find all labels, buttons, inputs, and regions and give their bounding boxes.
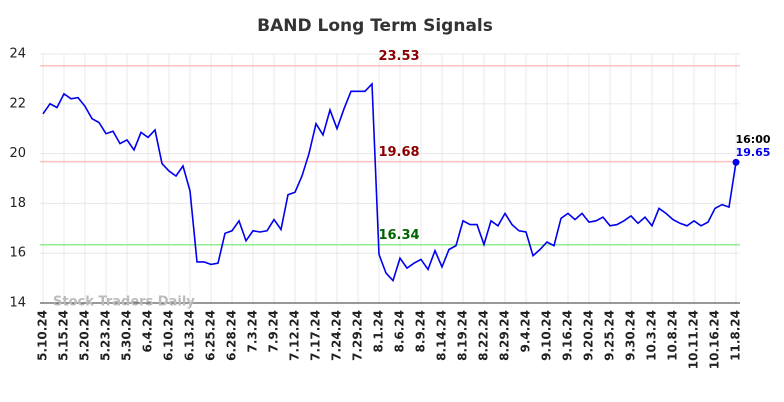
x-tick-label: 9.16.24: [561, 310, 575, 361]
x-tick-label: 7.3.24: [246, 310, 260, 353]
signal-label: 19.68: [378, 145, 419, 160]
x-tick-label: 5.15.24: [57, 310, 71, 361]
y-tick-label: 18: [9, 196, 26, 211]
y-tick-label: 14: [9, 296, 26, 311]
x-tick-label: 10.8.24: [666, 310, 680, 361]
x-tick-label: 10.11.24: [687, 310, 701, 369]
last-value: 19.65: [736, 146, 771, 159]
x-tick-label: 5.20.24: [78, 310, 92, 361]
x-tick-label: 7.17.24: [309, 310, 323, 361]
price-line: [42, 81, 737, 283]
x-tick-label: 9.4.24: [519, 310, 533, 353]
y-tick-label: 20: [9, 146, 26, 161]
x-tick-label: 7.9.24: [267, 310, 281, 353]
x-tick-label: 5.30.24: [120, 310, 134, 361]
x-tick-label: 6.13.24: [183, 310, 197, 361]
x-tick-label: 9.25.24: [603, 310, 617, 361]
x-tick-label: 7.12.24: [288, 310, 302, 361]
x-tick-label: 5.23.24: [99, 310, 113, 361]
x-tick-label: 7.24.24: [330, 310, 344, 361]
x-tick-label: 6.28.24: [225, 310, 239, 361]
signal-label: 16.34: [378, 228, 419, 243]
signal-label: 23.53: [378, 49, 419, 64]
x-tick-label: 6.4.24: [141, 310, 155, 353]
x-tick-label: 8.6.24: [393, 310, 407, 353]
y-tick-label: 24: [9, 47, 26, 62]
x-tick-label: 11.8.24: [729, 310, 743, 361]
last-point: [732, 158, 740, 166]
x-tick-label: 8.1.24: [372, 310, 386, 353]
x-tick-label: 6.10.24: [162, 310, 176, 361]
x-tick-label: 7.29.24: [351, 310, 365, 361]
last-time: 16:00: [735, 133, 770, 146]
x-tick-label: 6.25.24: [204, 310, 218, 361]
x-tick-label: 9.20.24: [582, 310, 596, 361]
x-tick-label: 8.14.24: [435, 310, 449, 361]
watermark: Stock Traders Daily: [53, 295, 195, 310]
x-tick-label: 8.9.24: [414, 310, 428, 353]
y-tick-label: 22: [9, 96, 26, 111]
x-tick-label: 10.16.24: [708, 310, 722, 369]
x-tick-label: 8.29.24: [498, 310, 512, 361]
x-tick-label: 9.30.24: [624, 310, 638, 361]
x-tick-label: 8.22.24: [477, 310, 491, 361]
y-tick-label: 16: [9, 246, 26, 261]
x-tick-label: 9.10.24: [540, 310, 554, 361]
x-tick-label: 10.3.24: [645, 310, 659, 361]
chart-title: BAND Long Term Signals: [257, 16, 493, 36]
x-tick-label: 8.19.24: [456, 310, 470, 361]
x-tick-label: 5.10.24: [36, 310, 50, 361]
